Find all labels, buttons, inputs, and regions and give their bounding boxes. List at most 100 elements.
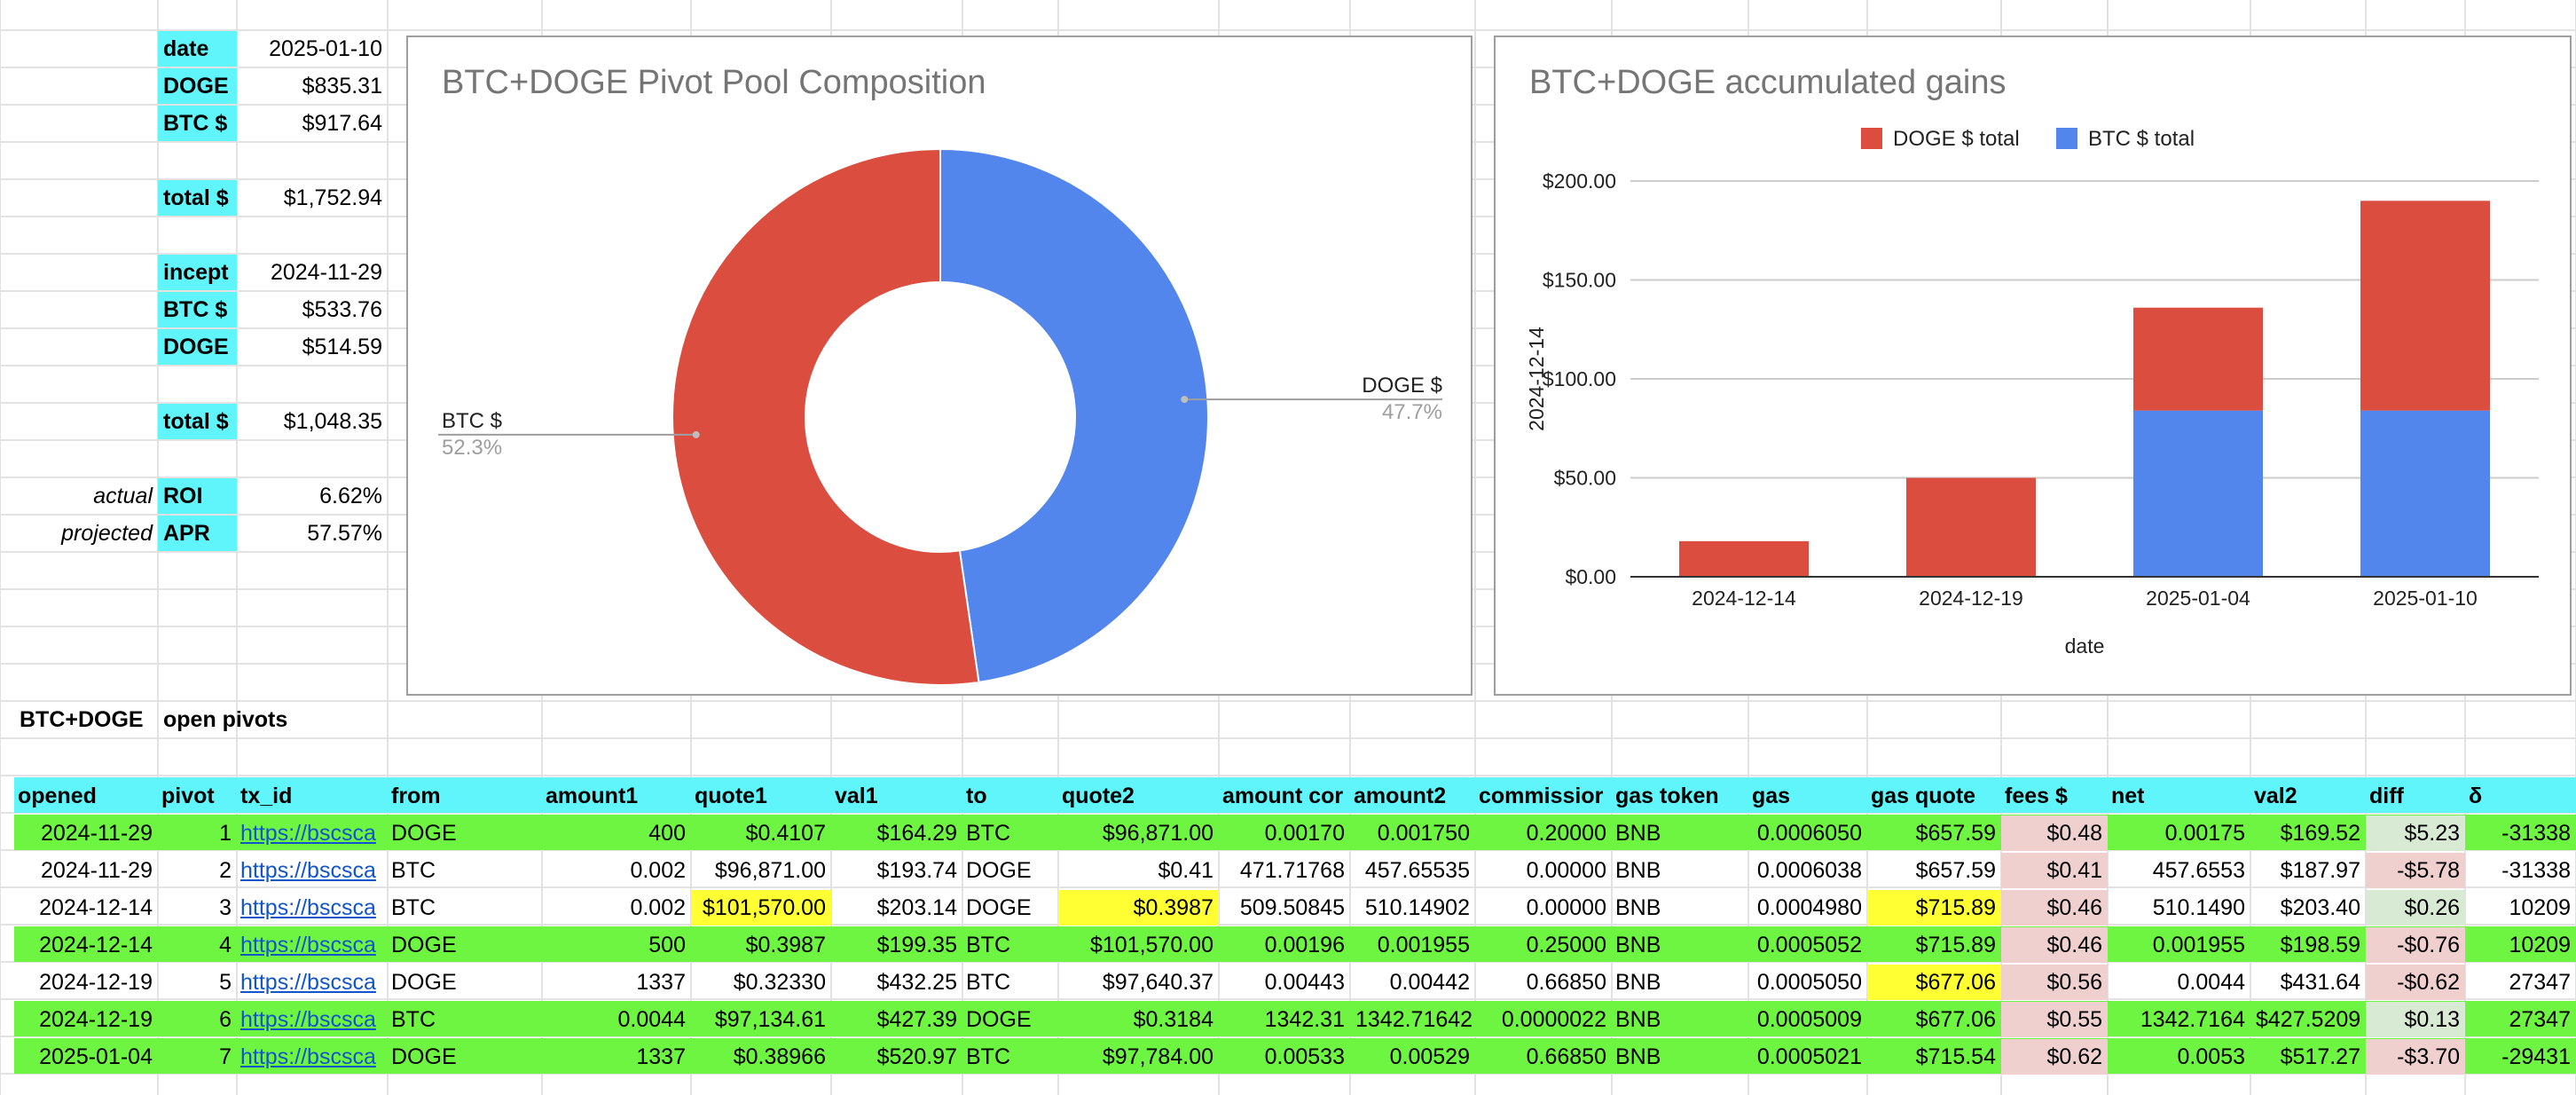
table-cell: $203.14 — [876, 895, 957, 920]
bar-doge-total[interactable] — [2360, 201, 2490, 411]
bar-chart-panel[interactable]: BTC+DOGE accumulated gains DOGE $ total B… — [1494, 35, 2572, 696]
table-cell: 0.00000 — [1526, 895, 1606, 920]
column-header[interactable]: pivot — [161, 784, 215, 808]
summary-label: date — [158, 31, 237, 67]
table-cell: 2024-11-29 — [40, 858, 153, 883]
column-header[interactable]: net — [2111, 784, 2145, 808]
summary-value: $917.64 — [302, 111, 382, 136]
table-cell: $0.3987 — [1058, 890, 1219, 926]
bar-btc-total[interactable] — [2360, 410, 2490, 577]
column-header[interactable]: gas quote — [1871, 784, 1976, 808]
tx-link[interactable]: https://bscsca — [240, 970, 376, 995]
table-cell: $101,570.00 — [1089, 933, 1213, 957]
table-cell: 0.0053 — [2177, 1044, 2245, 1069]
column-header[interactable]: amount cor — [1222, 784, 1344, 808]
table-cell: $0.48 — [2001, 815, 2108, 851]
column-header[interactable]: val1 — [835, 784, 878, 808]
pie-slice-btc[interactable] — [671, 147, 980, 686]
table-cell: DOGE — [391, 933, 457, 957]
summary-value: 57.57% — [307, 521, 382, 546]
pie-chart-panel[interactable]: BTC+DOGE Pivot Pool Composition DOGE $47… — [406, 35, 1473, 696]
bar-btc-total[interactable] — [2133, 410, 2263, 577]
table-cell: $0.38966 — [733, 1044, 826, 1069]
table-cell: 509.50845 — [1239, 895, 1345, 920]
column-header[interactable]: from — [391, 784, 441, 808]
summary-value: $533.76 — [302, 297, 382, 322]
column-header[interactable]: amount1 — [546, 784, 639, 808]
table-cell: 0.001955 — [2152, 933, 2245, 957]
table-cell: $0.4107 — [745, 821, 826, 846]
tx-link[interactable]: https://bscsca — [240, 1044, 376, 1069]
summary-value: $1,048.35 — [283, 409, 382, 434]
summary-value: 2024-11-29 — [270, 260, 382, 285]
column-header[interactable]: diff — [2369, 784, 2404, 808]
summary-label: incept — [158, 255, 237, 290]
table-cell: $0.41 — [1158, 858, 1213, 883]
table-cell: 0.0006050 — [1756, 821, 1862, 846]
table-cell: 0.00196 — [1264, 933, 1345, 957]
column-header[interactable]: opened — [18, 784, 97, 808]
table-cell: 0.00533 — [1264, 1044, 1345, 1069]
summary-label: ROI — [158, 478, 237, 514]
table-cell: 0.0004980 — [1756, 895, 1862, 920]
table-cell: 0.0044 — [2177, 970, 2245, 995]
tx-link[interactable]: https://bscsca — [240, 933, 376, 957]
table-cell: $677.06 — [1867, 965, 2001, 1000]
tx-link[interactable]: https://bscsca — [240, 858, 376, 883]
summary-label: BTC $ — [158, 106, 237, 141]
column-header[interactable]: quote1 — [695, 784, 767, 808]
summary-value: $1,752.94 — [283, 185, 382, 210]
y-axis-title: 2024-12-14 — [1525, 327, 1548, 431]
column-header[interactable]: δ — [2469, 784, 2483, 808]
pie-label-name: BTC $ — [442, 409, 502, 433]
bar-chart-title: BTC+DOGE accumulated gains — [1529, 64, 2007, 101]
table-cell: 510.14902 — [1364, 895, 1470, 920]
table-cell: 471.71768 — [1239, 858, 1345, 883]
table-cell: $0.46 — [2001, 927, 2108, 963]
table-cell: DOGE — [966, 895, 1032, 920]
table-cell: 27347 — [2509, 1007, 2571, 1032]
table-cell: $97,784.00 — [1102, 1044, 1213, 1069]
pie-label-percent: 47.7% — [1382, 400, 1442, 424]
table-cell: BNB — [1615, 933, 1661, 957]
bar-doge-total[interactable] — [1679, 540, 1809, 577]
pie-slice-doge[interactable] — [939, 147, 1209, 683]
column-header[interactable]: fees $ — [2005, 784, 2068, 808]
column-header[interactable]: to — [966, 784, 987, 808]
summary-value: 2025-01-10 — [269, 36, 382, 61]
table-cell: 27347 — [2509, 970, 2571, 995]
column-header[interactable]: quote2 — [1062, 784, 1135, 808]
table-cell: 6 — [219, 1007, 232, 1032]
bar-doge-total[interactable] — [1906, 477, 2036, 578]
table-cell: -$0.62 — [2366, 965, 2465, 1000]
table-cell: 0.66850 — [1526, 1044, 1606, 1069]
tx-link[interactable]: https://bscsca — [240, 821, 376, 846]
column-header[interactable]: gas token — [1615, 784, 1719, 808]
table-cell: -$3.70 — [2366, 1039, 2465, 1075]
summary-label: DOGE — [158, 329, 237, 365]
table-cell: BNB — [1615, 970, 1661, 995]
column-header[interactable]: amount2 — [1354, 784, 1447, 808]
tx-link[interactable]: https://bscsca — [240, 1007, 376, 1032]
tx-link[interactable]: https://bscsca — [240, 895, 376, 920]
bar-doge-total[interactable] — [2133, 307, 2263, 411]
table-cell: BTC — [391, 1007, 436, 1032]
column-header[interactable]: commissior — [1479, 784, 1604, 808]
column-header[interactable]: tx_id — [240, 784, 293, 808]
x-tick-label: 2025-01-10 — [2373, 587, 2478, 610]
table-cell: 500 — [648, 933, 686, 957]
pie-chart-title: BTC+DOGE Pivot Pool Composition — [442, 64, 986, 101]
table-cell: 0.20000 — [1526, 821, 1606, 846]
column-header[interactable]: val2 — [2254, 784, 2297, 808]
table-cell: 10209 — [2509, 933, 2571, 957]
summary-value: 6.62% — [319, 484, 382, 508]
table-cell: BTC — [391, 858, 436, 883]
x-axis-title: date — [2065, 634, 2105, 658]
table-cell: $187.97 — [2280, 858, 2360, 883]
table-cell: 2 — [219, 858, 232, 883]
table-cell: DOGE — [391, 821, 457, 846]
column-header[interactable]: gas — [1752, 784, 1791, 808]
table-cell: BNB — [1615, 1007, 1661, 1032]
table-cell: $97,134.61 — [714, 1007, 826, 1032]
table-cell: 0.0005050 — [1756, 970, 1862, 995]
